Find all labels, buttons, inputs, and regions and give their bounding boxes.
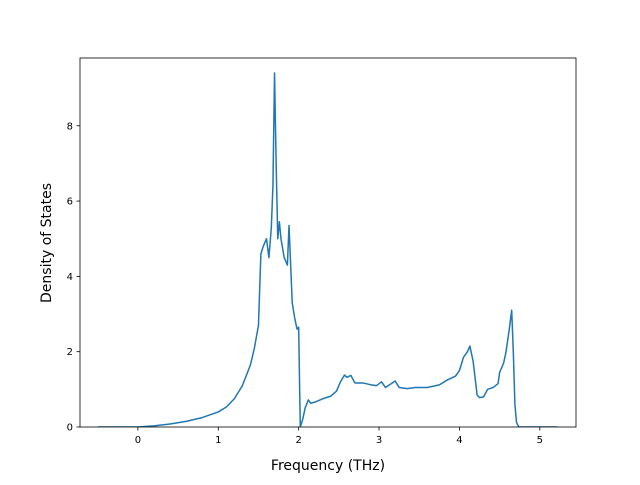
y-axis-ticks: 0 2 4 6 8 [67,121,80,434]
y-tick-label: 8 [67,121,73,132]
y-tick-label: 4 [67,272,73,283]
x-tick-label: 5 [537,435,543,446]
x-axis-label: Frequency (THz) [271,458,385,474]
x-tick-label: 3 [376,435,382,446]
plot-area [79,57,577,428]
dos-series-line-0 [97,72,558,427]
y-tick-label: 0 [67,423,73,434]
x-tick-label: 4 [456,435,462,446]
x-axis-ticks: 0 1 2 3 4 5 [135,427,543,446]
x-tick-label: 1 [215,435,221,446]
plot-frame [79,57,577,428]
x-tick-label: 2 [295,435,301,446]
y-tick-label: 2 [67,347,73,358]
y-axis-label: Density of States [39,183,55,303]
y-tick-label: 6 [67,197,73,208]
x-tick-label: 0 [135,435,141,446]
